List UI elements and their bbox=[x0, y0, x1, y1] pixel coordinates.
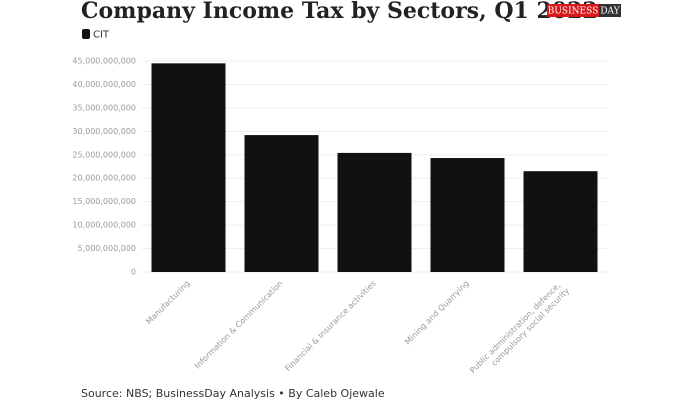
x-tick-label: Information & Communication bbox=[193, 279, 285, 371]
bar bbox=[523, 171, 598, 272]
y-tick-label: 20,000,000,000 bbox=[72, 174, 136, 183]
brand-box bbox=[547, 4, 599, 17]
x-tick-label: Public administration, defence, compulso… bbox=[468, 279, 571, 382]
y-tick-label: 45,000,000,000 bbox=[72, 57, 136, 66]
chart-title: Company Income Tax by Sectors, Q1 2022 bbox=[81, 0, 598, 24]
y-tick-label: 40,000,000,000 bbox=[72, 80, 136, 89]
x-tick-label: Mining and Quarrying bbox=[403, 279, 471, 347]
legend-swatch bbox=[82, 29, 90, 39]
y-tick-label: 10,000,000,000 bbox=[72, 221, 136, 230]
y-tick-label: 15,000,000,000 bbox=[72, 197, 136, 206]
legend-label: CIT bbox=[93, 30, 110, 41]
bar bbox=[244, 135, 319, 272]
brand-box bbox=[599, 4, 621, 17]
bar bbox=[430, 158, 505, 272]
y-tick-label: 25,000,000,000 bbox=[72, 150, 136, 159]
bar bbox=[337, 152, 412, 272]
y-tick-label: 30,000,000,000 bbox=[72, 127, 136, 136]
x-tick-label: Financial & Insurance activities bbox=[283, 279, 377, 373]
brand-text: DAY bbox=[600, 7, 620, 17]
y-tick-label: 5,000,000,000 bbox=[77, 244, 136, 253]
x-tick-label: Manufacturing bbox=[144, 279, 191, 326]
bar bbox=[151, 63, 226, 272]
brand-text: BUSINESS bbox=[548, 7, 599, 17]
y-tick-label: 0 bbox=[131, 268, 136, 277]
source-note: Source: NBS; BusinessDay Analysis • By C… bbox=[81, 387, 385, 400]
brand-logo: BUSINESS DAY bbox=[547, 4, 621, 17]
y-tick-label: 35,000,000,000 bbox=[72, 103, 136, 112]
